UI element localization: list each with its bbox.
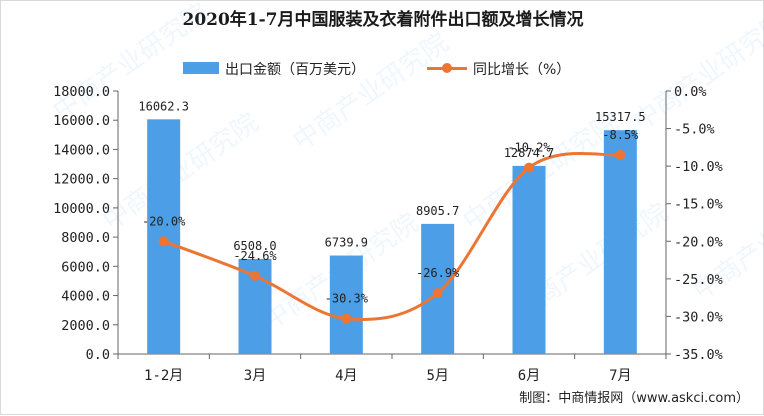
- line-data-label: -30.3%: [325, 292, 369, 306]
- line-data-label: -26.9%: [416, 266, 460, 280]
- left-axis-tick-label: 4000.0: [61, 289, 110, 305]
- x-axis-tick-label: 7月: [609, 368, 631, 384]
- x-axis-tick-label: 3月: [244, 368, 266, 384]
- bar-export-value: [329, 255, 363, 354]
- right-axis-tick-label: -10.0%: [674, 159, 723, 175]
- line-point-yoy-growth: [432, 288, 443, 299]
- right-axis-tick-label: -20.0%: [674, 234, 723, 250]
- right-axis-tick-label: -5.0%: [674, 122, 715, 138]
- line-data-label: -20.0%: [142, 214, 186, 228]
- line-data-label: -8.5%: [602, 128, 639, 142]
- left-axis-tick-label: 10000.0: [53, 201, 110, 217]
- chart-title: 2020年1-7月中国服装及衣着附件出口额及增长情况: [182, 10, 584, 30]
- bar-data-label: 8905.7: [416, 204, 459, 218]
- watermark-text: 中商产业研究院: [628, 8, 764, 137]
- left-axis-tick-label: 14000.0: [53, 142, 110, 158]
- bar-data-label: 15317.5: [595, 110, 646, 124]
- left-axis-tick-label: 2000.0: [61, 318, 110, 334]
- x-axis-tick-label: 4月: [335, 368, 357, 384]
- right-axis-tick-label: 0.0%: [674, 84, 707, 100]
- line-point-yoy-growth: [341, 313, 352, 324]
- x-axis-tick-label: 6月: [518, 368, 540, 384]
- bar-data-label: 12874.7: [504, 146, 555, 160]
- bar-export-value: [603, 130, 637, 354]
- line-data-label: -10.2%: [507, 141, 551, 155]
- left-axis-tick-label: 18000.0: [53, 84, 110, 100]
- line-point-yoy-growth: [524, 162, 534, 173]
- bar-export-value: [512, 165, 546, 354]
- legend-line-marker: [442, 63, 452, 73]
- right-axis-tick-label: -25.0%: [674, 272, 723, 288]
- legend-label-yoy-growth: 同比增长（%）: [473, 62, 571, 78]
- right-axis-tick-label: -15.0%: [674, 197, 723, 213]
- x-axis-tick-label: 1-2月: [144, 368, 183, 384]
- right-axis-tick-label: -30.0%: [674, 309, 723, 325]
- line-point-yoy-growth: [250, 270, 260, 281]
- watermark-text: 中商产业研究院: [288, 28, 454, 157]
- bar-data-label: 16062.3: [138, 99, 189, 113]
- x-axis-tick-label: 5月: [426, 368, 448, 384]
- left-axis-tick-label: 6000.0: [61, 259, 110, 275]
- left-axis-tick-label: 8000.0: [61, 230, 110, 246]
- left-axis-tick-label: 16000.0: [53, 113, 110, 129]
- legend-bar-swatch: [183, 62, 219, 74]
- bar-data-label: 6739.9: [325, 236, 368, 250]
- legend-label-export-value: 出口金额（百万美元）: [225, 62, 365, 78]
- watermark-text: 中商产业研究院: [48, 1, 214, 127]
- chart-source: 制图：中商情报网（www.askci.com）: [519, 391, 749, 406]
- left-axis-tick-label: 0.0: [86, 347, 110, 363]
- left-axis-tick-label: 12000.0: [53, 172, 110, 188]
- right-axis-tick-label: -35.0%: [674, 347, 723, 363]
- bar-data-label: 6508.0: [233, 239, 276, 253]
- line-data-label: -24.6%: [233, 249, 277, 263]
- line-point-yoy-growth: [158, 236, 169, 247]
- line-point-yoy-growth: [615, 149, 626, 160]
